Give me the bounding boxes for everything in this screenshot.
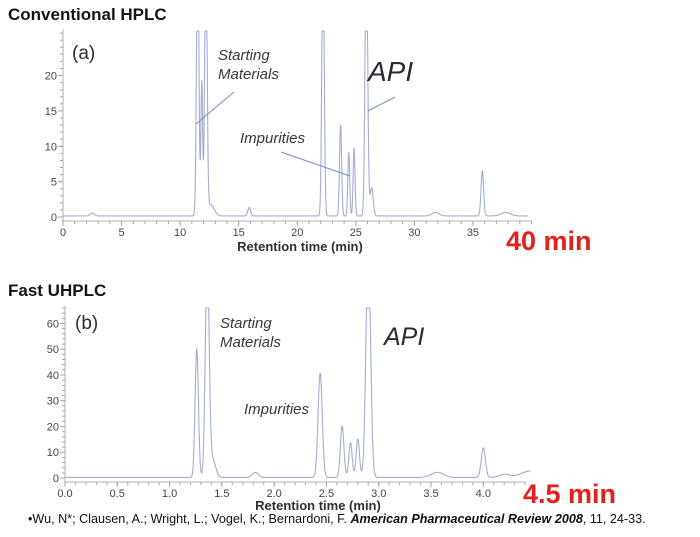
starting-materials-line2: Materials — [218, 66, 279, 83]
starting-materials-label-a: Starting Materials — [218, 46, 279, 84]
y-tick-label: 20 — [45, 71, 57, 83]
chromatogram-a: 0 5 10 15 20 25 30 35 0 5 10 15 20 — [45, 29, 533, 239]
starting-materials-label-b: Starting Materials — [220, 314, 281, 352]
x-tick-label: 15 — [233, 227, 245, 239]
y-tick-label: 15 — [45, 106, 57, 118]
x-tick-label: 20 — [291, 227, 303, 239]
y-tick-label: 10 — [45, 141, 57, 153]
impurities-label-a: Impurities — [240, 130, 306, 147]
x-tick-label: 2.5 — [319, 488, 334, 500]
y-tick-label: 20 — [47, 421, 59, 433]
y-tick-label: 60 — [47, 318, 59, 330]
chromatogram-trace — [64, 307, 531, 479]
panel-a-label: (a) — [72, 43, 96, 64]
x-tick-label: 3.0 — [371, 488, 386, 500]
y-tick-label: 50 — [47, 344, 59, 356]
citation-pages: , 11, 24-33. — [582, 512, 646, 526]
x-tick-label: 1.5 — [214, 488, 229, 500]
x-tick-label: 35 — [467, 227, 479, 239]
x-tick-label: 1.0 — [162, 488, 177, 500]
y-tick-label: 0 — [51, 212, 57, 224]
run-time-b: 4.5 min — [523, 479, 617, 509]
annotation-leader-line — [280, 151, 351, 177]
x-tick-label: 30 — [408, 227, 420, 239]
starting-materials-line1: Starting — [220, 315, 272, 332]
panel-b-label: (b) — [75, 313, 99, 334]
y-tick-label: 10 — [47, 447, 59, 459]
annotation-leader-line — [367, 96, 396, 112]
x-tick-label: 10 — [174, 227, 186, 239]
chart-a-title: Conventional HPLC — [8, 5, 167, 24]
citation-journal: American Pharmaceutical Review 2008 — [350, 512, 583, 526]
y-tick-label: 0 — [53, 473, 59, 485]
x-tick-label: 25 — [350, 227, 362, 239]
x-axis-title-b: Retention time (min) — [255, 498, 381, 513]
x-tick-label: 0.0 — [57, 488, 72, 500]
chart-b-title: Fast UHPLC — [8, 281, 107, 300]
x-tick-label: 2.0 — [267, 488, 282, 500]
y-tick-label: 30 — [47, 396, 59, 408]
y-tick-label: 40 — [47, 370, 59, 382]
y-tick-label: 5 — [51, 177, 57, 189]
starting-materials-line1: Starting — [218, 47, 270, 64]
chromatogram-b: 0.0 0.5 1.0 1.5 2.0 2.5 3.0 3.5 4.0 0 10 20 30 40 50 60 — [47, 306, 531, 500]
impurities-label-b: Impurities — [244, 401, 310, 418]
annotation-leader-line — [195, 91, 235, 125]
api-label-a: API — [368, 56, 414, 87]
x-tick-label: 0.5 — [110, 488, 125, 500]
starting-materials-line2: Materials — [220, 334, 281, 351]
citation-authors: •Wu, N*; Clausen, A.; Wright, L.; Vogel,… — [28, 512, 351, 526]
x-axis-title-a: Retention time (min) — [237, 239, 363, 254]
run-time-a: 40 min — [506, 226, 592, 256]
x-tick-label: 4.0 — [476, 488, 491, 500]
x-tick-label: 0 — [60, 227, 66, 239]
x-tick-label: 5 — [119, 227, 125, 239]
citation: •Wu, N*; Clausen, A.; Wright, L.; Vogel,… — [28, 512, 646, 526]
api-label-b: API — [384, 323, 425, 351]
x-tick-label: 3.5 — [423, 488, 438, 500]
chromatogram-trace — [62, 30, 529, 217]
